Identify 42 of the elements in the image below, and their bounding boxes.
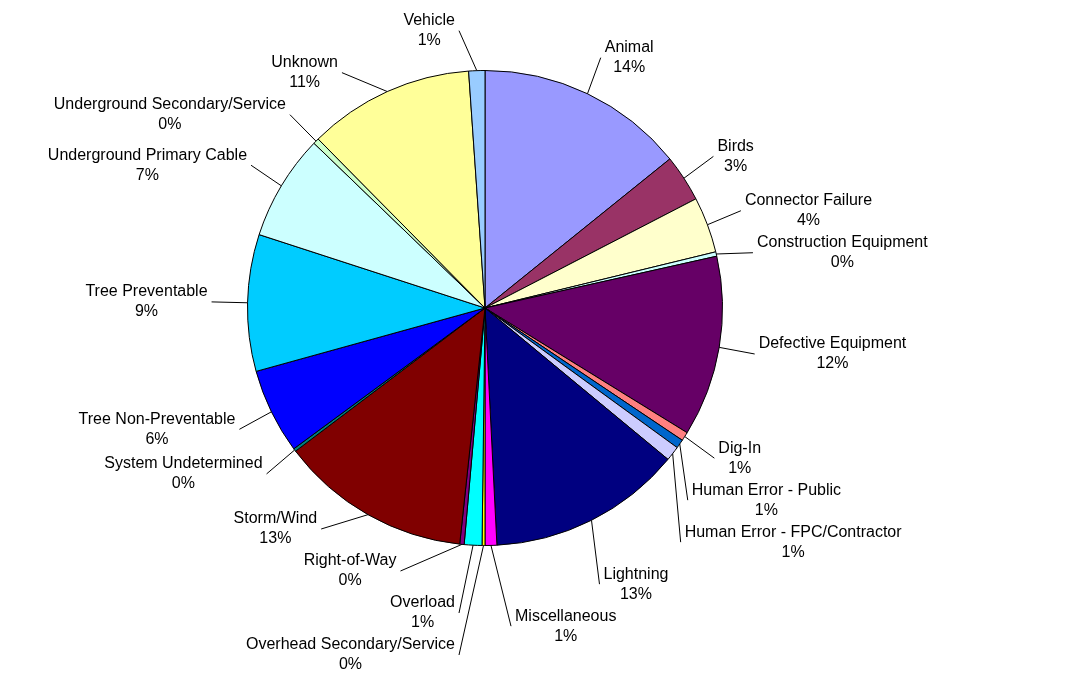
data-label: 1% [554, 626, 578, 644]
data-label: 13% [259, 529, 292, 547]
data-label: 14% [613, 58, 646, 76]
slice-label: Human Error - FPC/Contractor [684, 522, 903, 540]
slice-label: Overload [390, 593, 455, 611]
slice-label: Underground Primary Cable [47, 145, 248, 163]
slice-label: Storm/Wind [233, 509, 318, 527]
slice-label: Connector Failure [744, 191, 873, 209]
data-label: 0% [338, 571, 362, 589]
data-label: 1% [410, 613, 435, 631]
slice-label: Tree Non-Preventable [78, 409, 236, 427]
slice-label: Unknown [271, 53, 338, 71]
slice-label: Birds [717, 136, 754, 154]
slice-label: Lightning [603, 564, 669, 582]
data-label: 0% [338, 655, 363, 673]
data-label: 13% [619, 584, 652, 602]
data-label: 1% [728, 458, 752, 476]
data-label: 4% [796, 211, 821, 229]
slice-label: Right-of-Way [303, 551, 397, 569]
data-label: 6% [145, 429, 169, 447]
data-label: 7% [135, 165, 159, 183]
data-label: 12% [816, 354, 849, 372]
data-label: 11% [289, 73, 321, 91]
slice-label: Tree Preventable [85, 282, 208, 300]
slice-label: Overhead Secondary/Service [246, 635, 456, 653]
slice-label: Dig-In [718, 438, 762, 456]
data-label: 9% [134, 302, 159, 320]
slice-label: Vehicle [403, 11, 456, 29]
data-label: 3% [724, 156, 748, 174]
data-label: 1% [754, 500, 778, 518]
data-label: 0% [171, 474, 195, 492]
data-label: 0% [158, 115, 182, 133]
slice-label: Miscellaneous [515, 606, 617, 624]
data-label: 1% [781, 542, 805, 560]
data-label: 1% [417, 31, 441, 49]
slice-label: Defective Equipment [758, 334, 907, 352]
slice-label: Construction Equipment [756, 233, 929, 251]
slice-label: Underground Secondary/Service [53, 95, 287, 113]
slice-label: System Undetermined [104, 454, 263, 472]
data-label: 0% [830, 253, 854, 271]
slice-label: Animal [604, 38, 654, 56]
slice-label: Human Error - Public [691, 480, 842, 498]
